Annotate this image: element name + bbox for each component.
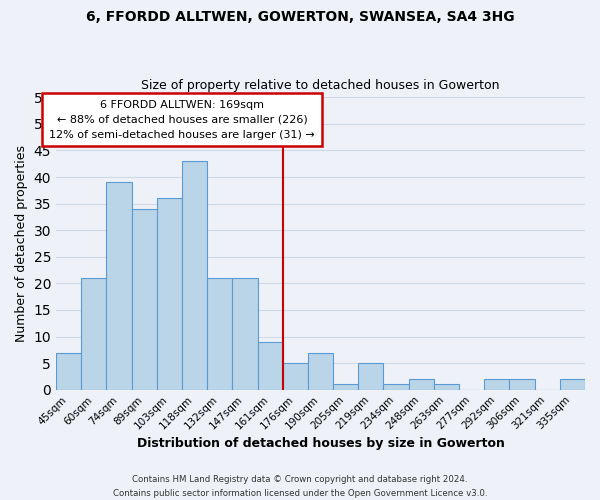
- Bar: [434, 384, 459, 390]
- Bar: [333, 384, 358, 390]
- Bar: [207, 278, 232, 390]
- Title: Size of property relative to detached houses in Gowerton: Size of property relative to detached ho…: [141, 79, 500, 92]
- Bar: [383, 384, 409, 390]
- Bar: [560, 379, 585, 390]
- X-axis label: Distribution of detached houses by size in Gowerton: Distribution of detached houses by size …: [137, 437, 505, 450]
- Bar: [409, 379, 434, 390]
- Bar: [157, 198, 182, 390]
- Bar: [182, 161, 207, 390]
- Bar: [308, 352, 333, 390]
- Bar: [283, 363, 308, 390]
- Bar: [131, 209, 157, 390]
- Y-axis label: Number of detached properties: Number of detached properties: [15, 145, 28, 342]
- Bar: [257, 342, 283, 390]
- Bar: [232, 278, 257, 390]
- Bar: [106, 182, 131, 390]
- Bar: [484, 379, 509, 390]
- Bar: [56, 352, 81, 390]
- Text: Contains HM Land Registry data © Crown copyright and database right 2024.
Contai: Contains HM Land Registry data © Crown c…: [113, 476, 487, 498]
- Text: 6, FFORDD ALLTWEN, GOWERTON, SWANSEA, SA4 3HG: 6, FFORDD ALLTWEN, GOWERTON, SWANSEA, SA…: [86, 10, 514, 24]
- Bar: [358, 363, 383, 390]
- Bar: [509, 379, 535, 390]
- Text: 6 FFORDD ALLTWEN: 169sqm
← 88% of detached houses are smaller (226)
12% of semi-: 6 FFORDD ALLTWEN: 169sqm ← 88% of detach…: [49, 100, 315, 140]
- Bar: [81, 278, 106, 390]
